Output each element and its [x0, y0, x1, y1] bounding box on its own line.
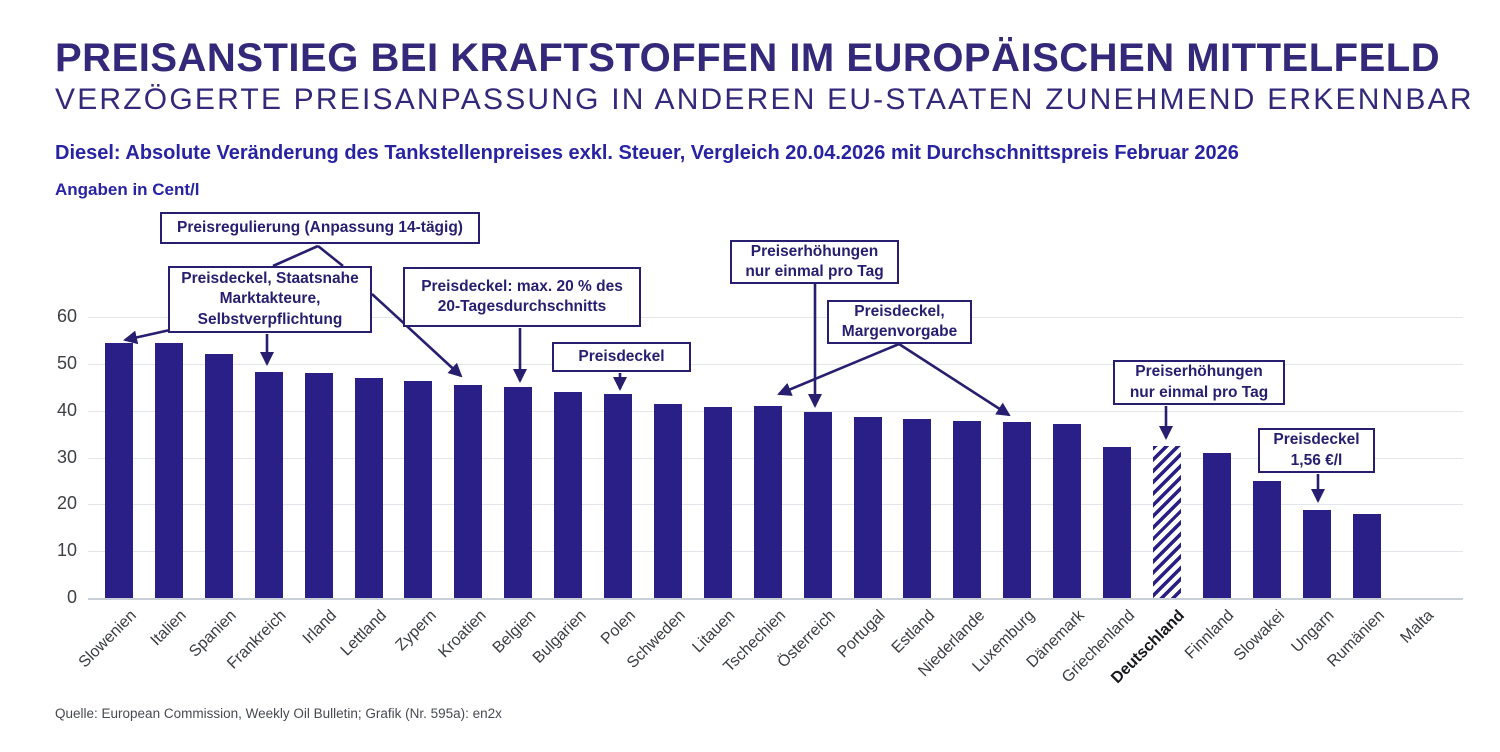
annotation-preisdeckel: Preisdeckel [552, 342, 691, 372]
bar-bulgarien [554, 391, 583, 598]
bar-deutschland [1152, 445, 1181, 598]
bar-rumänien [1352, 514, 1381, 598]
x-label-slowenien: Slowenien [75, 607, 141, 672]
bar-estland [903, 419, 932, 598]
connector-line-9 [898, 342, 1011, 417]
bar-ungarn [1302, 510, 1331, 598]
page-subtitle: VERZÖGERTE PREISANPASSUNG IN ANDEREN EU-… [55, 83, 1474, 116]
connector-line-1 [317, 244, 344, 268]
gridline-60 [88, 317, 1463, 318]
x-label-lettland: Lettland [337, 607, 390, 660]
y-tick-0: 0 [66, 587, 77, 607]
x-label-irland: Irland [299, 607, 340, 648]
x-label-bulgarien: Bulgarien [529, 607, 590, 667]
y-tick-40: 40 [56, 399, 77, 420]
annotation-max20: Preisdeckel: max. 20 % des 20-Tagesdurch… [403, 267, 641, 327]
bar-irland [304, 372, 333, 598]
y-tick-60: 60 [56, 306, 77, 326]
chart-description: Diesel: Absolute Veränderung des Tankste… [55, 142, 1239, 164]
annotation-einmal-pro-tag-1: Preiserhöhungen nur einmal pro Tag [730, 240, 899, 285]
bar-polen [604, 394, 632, 598]
connector-line-8 [777, 342, 900, 396]
bar-slowenien [105, 342, 133, 598]
x-label-litauen: Litauen [689, 607, 739, 657]
y-tick-10: 10 [56, 540, 77, 561]
x-label-belgien: Belgien [489, 607, 540, 657]
annotation-margenvorgabe: Preisdeckel, Margenvorgabe [827, 300, 972, 345]
source-note: Quelle: European Commission, Weekly Oil … [55, 706, 502, 721]
bar-finnland [1202, 452, 1231, 598]
bar-luxemburg [1003, 422, 1032, 598]
x-label-polen: Polen [598, 607, 640, 648]
unit-note: Angaben in Cent/l [55, 180, 200, 199]
y-tick-20: 20 [56, 493, 77, 514]
bar-portugal [853, 417, 882, 598]
connector-line-2 [123, 328, 171, 345]
y-tick-50: 50 [56, 352, 77, 373]
x-label-italien: Italien [147, 607, 190, 650]
annotation-preisregulierung: Preisregulierung (Anpassung 14-tägig) [160, 212, 480, 244]
x-label-slowakei: Slowakei [1230, 607, 1288, 665]
bar-litauen [703, 406, 732, 598]
bar-tschechien [753, 406, 782, 598]
bar-zypern [404, 381, 433, 598]
bar-kroatien [454, 385, 483, 598]
connector-line-0 [272, 244, 319, 268]
bar-schweden [653, 404, 682, 598]
x-label-portugal: Portugal [834, 607, 889, 662]
page-title: PREISANSTIEG BEI KRAFTSTOFFEN IM EUROPÄI… [55, 36, 1441, 80]
x-label-zypern: Zypern [392, 607, 440, 655]
x-label-finnland: Finnland [1182, 607, 1238, 663]
bar-griechenland [1103, 447, 1131, 598]
bar-niederlande [953, 420, 982, 598]
annotation-preisdeckel-156: Preisdeckel 1,56 €/l [1258, 428, 1375, 473]
x-label-ungarn: Ungarn [1288, 607, 1338, 657]
bar-spanien [204, 353, 233, 598]
annotation-einmal-pro-tag-2: Preiserhöhungen nur einmal pro Tag [1113, 360, 1285, 405]
annotation-staatsnahe: Preisdeckel, Staatsnahe Marktakteure, Se… [168, 266, 372, 333]
bar-frankreich [254, 372, 283, 598]
bar-lettland [354, 378, 383, 598]
bar-dänemark [1053, 423, 1082, 598]
gridline-50 [88, 363, 1463, 365]
x-label-kroatien: Kroatien [435, 607, 490, 662]
bar-österreich [803, 412, 832, 598]
bar-belgien [504, 387, 533, 598]
x-axis-line [88, 598, 1463, 600]
y-tick-30: 30 [56, 446, 77, 467]
bar-slowakei [1252, 480, 1281, 598]
bar-italien [154, 343, 183, 598]
x-label-malta: Malta [1397, 607, 1438, 647]
